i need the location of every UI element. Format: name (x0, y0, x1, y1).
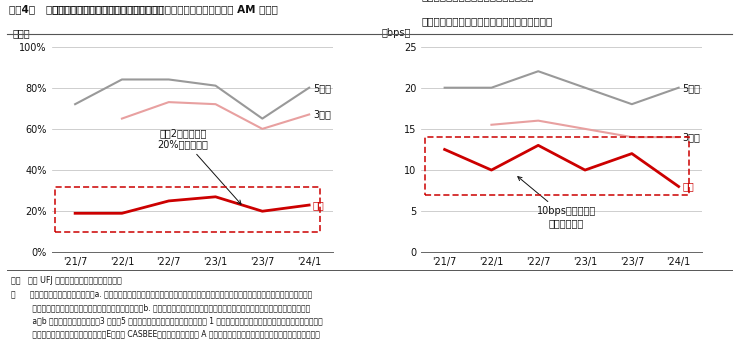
Text: 出所   三菱 UFJ 信託銀行「私募ファンド調査」: 出所 三菱 UFJ 信託銀行「私募ファンド調査」 (11, 276, 122, 285)
Text: 現在: 現在 (682, 182, 694, 192)
Text: 現在: 現在 (313, 200, 324, 210)
Text: ルに比べて、取得利回りに違いがあると考えますか。b. 違いがある（利回りが低い）と考える場合、どの程度の違いがありますか。: ルに比べて、取得利回りに違いがあると考えますか。b. 違いがある（利回りが低い）… (11, 303, 310, 312)
Text: 回答者の想定するキャップレートの平均低下幅: 回答者の想定するキャップレートの平均低下幅 (421, 16, 553, 26)
Text: 注      同設問の内容は以下の通り。「a. 貴社では環境等に配慮されたオフィスビル（注参照、以下のモデルビル）はそうではないオフィスビ: 注 同設問の内容は以下の通り。「a. 貴社では環境等に配慮されたオフィスビル（注… (11, 290, 313, 299)
Text: 過去2年半に渡り
20%前後で推移: 過去2年半に渡り 20%前後で推移 (157, 128, 241, 204)
Bar (425, 137, 689, 195)
Text: 違いがある（利回りが低い）の回答割合: 違いがある（利回りが低い）の回答割合 (52, 5, 164, 15)
Text: 慮されたオフィスビルは、環境面（E）にて CASBEE（不動産）における A ランク相当を取得可能な水準のビルを想定します。」: 慮されたオフィスビルは、環境面（E）にて CASBEE（不動産）における A ラ… (11, 330, 320, 339)
Text: 10bps程度の低位
な水準で推移: 10bps程度の低位 な水準で推移 (518, 176, 596, 228)
Text: 3年後: 3年後 (313, 110, 331, 120)
Text: （bps）: （bps） (382, 28, 412, 38)
Text: 5年後: 5年後 (682, 83, 701, 93)
Text: 違いがある（利回りが低い）と回答した: 違いがある（利回りが低い）と回答した (421, 0, 534, 1)
Text: 図补4：   環境配慮等のキャップレート（オフィス）への反映に関する不動産 AM の見方: 図补4： 環境配慮等のキャップレート（オフィス）への反映に関する不動産 AM の… (9, 5, 278, 15)
Text: a、b それぞれにつき、現在、3 年後、5 年後に分け、最も近いものを下記より 1 つ選択ください。なお、本設問における環境等に配: a、b それぞれにつき、現在、3 年後、5 年後に分け、最も近いものを下記より … (11, 316, 323, 325)
Text: 5年後: 5年後 (313, 83, 331, 93)
Text: （％）: （％） (13, 28, 30, 38)
Bar (55, 187, 320, 232)
Text: 3年後: 3年後 (682, 132, 701, 142)
